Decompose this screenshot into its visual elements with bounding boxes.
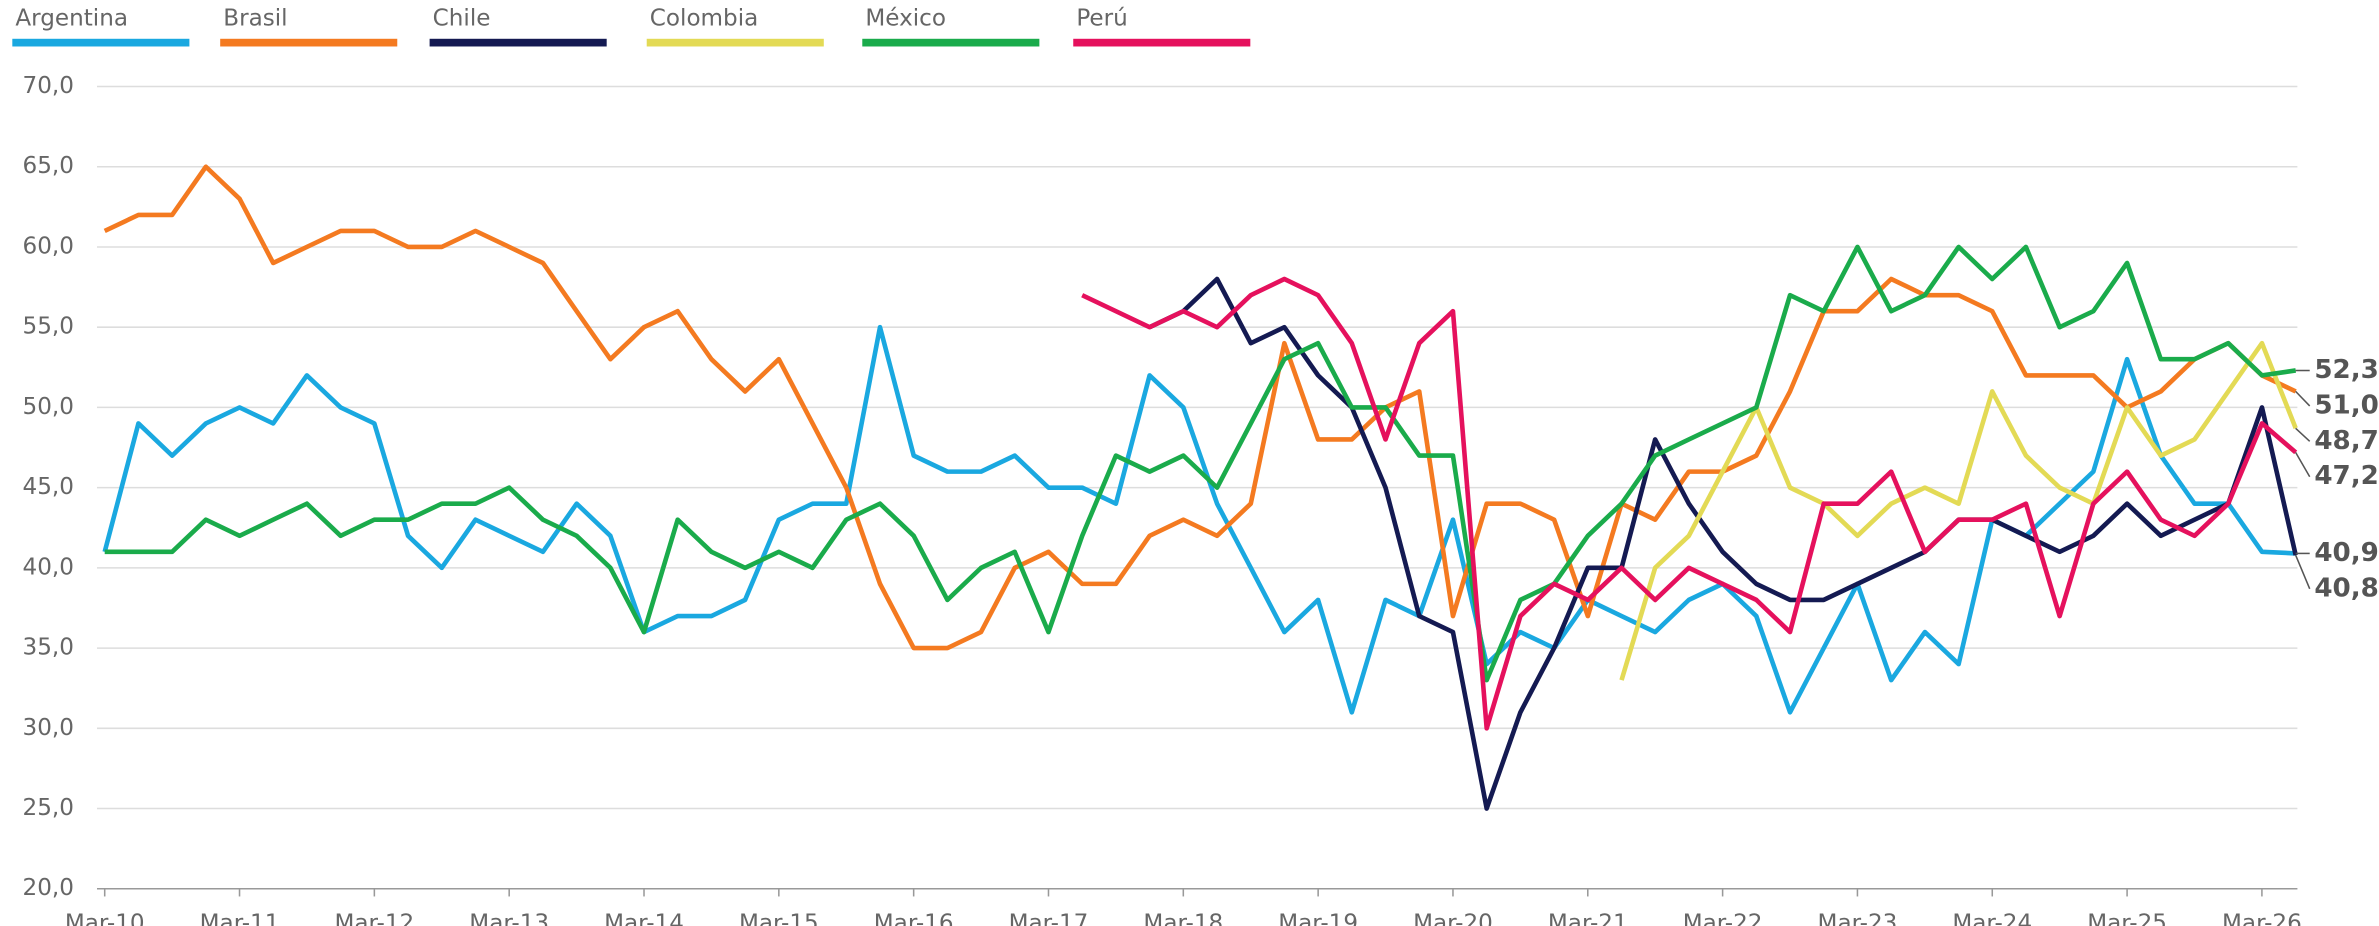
legend-label: México (865, 5, 946, 31)
y-tick-label: 20,0 (23, 875, 74, 901)
x-tick-label: Mar-15 (739, 911, 819, 926)
leader-line (2295, 427, 2311, 442)
legend-label: Argentina (15, 5, 128, 31)
x-tick-label: Mar-20 (1413, 911, 1493, 926)
leader-line (2294, 451, 2311, 478)
legend-label: Brasil (223, 5, 287, 31)
x-tick-label: Mar-25 (2087, 911, 2167, 926)
x-tick-label: Mar-26 (2222, 911, 2302, 926)
end-label: 52,3 (2314, 355, 2379, 385)
y-tick-label: 65,0 (23, 153, 74, 179)
series-line (102, 324, 2296, 715)
x-tick-label: Mar-24 (1952, 911, 2032, 926)
x-tick-label: Mar-22 (1683, 911, 1763, 926)
x-tick-label: Mar-17 (1009, 911, 1089, 926)
y-tick-label: 45,0 (23, 474, 74, 500)
y-tick-label: 60,0 (23, 233, 74, 259)
series-line (1081, 276, 2298, 731)
legend-label: Colombia (650, 5, 758, 31)
end-label: 48,7 (2314, 426, 2379, 456)
x-tick-label: Mar-23 (1818, 911, 1898, 926)
x-tick-label: Mar-21 (1548, 911, 1628, 926)
x-tick-label: Mar-13 (469, 911, 549, 926)
series-line (104, 244, 2297, 683)
x-tick-label: Mar-14 (604, 911, 684, 926)
legend-swatch (1073, 38, 1251, 47)
y-tick-label: 25,0 (23, 795, 74, 821)
leader-line (2294, 554, 2311, 590)
x-tick-label: Mar-16 (874, 911, 954, 926)
y-tick-label: 40,0 (23, 554, 74, 580)
series-line (1148, 276, 2298, 811)
series-line (1619, 340, 2298, 681)
x-tick-label: Mar-19 (1278, 911, 1358, 926)
y-tick-label: 50,0 (23, 394, 74, 420)
legend-label: Chile (433, 5, 491, 31)
legend-swatch (12, 38, 190, 47)
legend-swatch (862, 38, 1040, 47)
x-tick-label: Mar-11 (200, 911, 280, 926)
end-label: 40,8 (2314, 573, 2379, 603)
leader-line (2295, 390, 2311, 407)
end-label: 47,2 (2314, 461, 2379, 491)
end-label: 40,9 (2314, 538, 2379, 568)
legend-swatch (646, 38, 824, 47)
end-label: 51,0 (2314, 390, 2379, 420)
y-tick-label: 70,0 (23, 73, 74, 99)
y-tick-label: 55,0 (23, 314, 74, 340)
y-tick-label: 30,0 (23, 715, 74, 741)
x-tick-label: Mar-18 (1143, 911, 1223, 926)
x-tick-label: Mar-10 (65, 911, 145, 926)
series-line (103, 164, 2297, 651)
legend-label: Perú (1076, 5, 1127, 31)
x-tick-label: Mar-12 (334, 911, 414, 926)
y-tick-label: 35,0 (23, 635, 74, 661)
legend-swatch (220, 38, 398, 47)
legend-swatch (429, 38, 607, 47)
